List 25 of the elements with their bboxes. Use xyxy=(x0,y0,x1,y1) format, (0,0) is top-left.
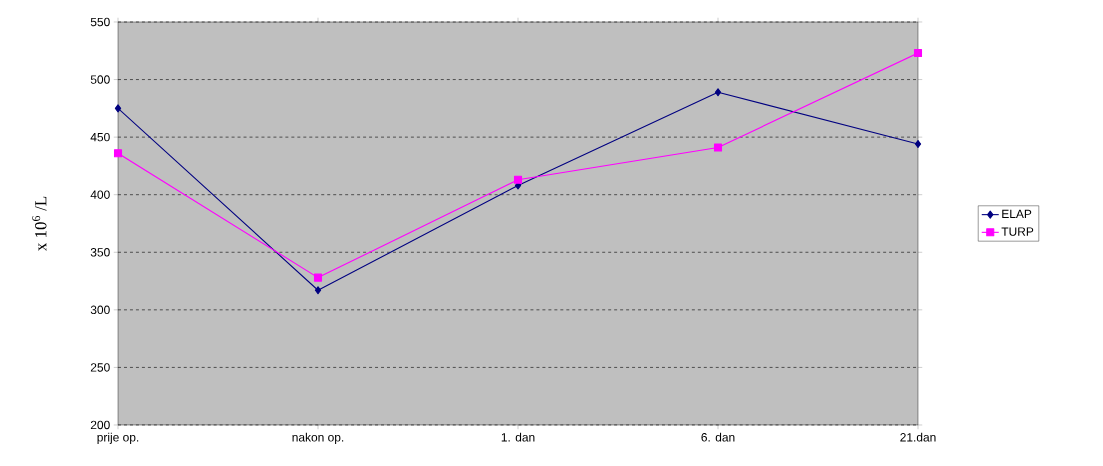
x-tick-label: 6. dan xyxy=(701,432,735,442)
point xyxy=(913,49,923,58)
point xyxy=(513,175,523,184)
y-tick-label: 200 xyxy=(90,420,110,430)
point xyxy=(914,140,922,149)
point xyxy=(714,88,722,97)
point xyxy=(113,149,123,158)
legend-label: TURP xyxy=(1001,227,1034,236)
x-tick-label: 21.dan xyxy=(900,432,936,442)
point xyxy=(314,286,322,295)
y-tick-label: 500 xyxy=(90,75,110,84)
y-tick-label: 550 xyxy=(90,17,110,27)
point xyxy=(313,273,323,282)
y-axis-title: x 10$^{6}$ /L xyxy=(32,196,47,251)
y-tick-label: 350 xyxy=(90,248,110,257)
point xyxy=(713,143,723,152)
legend-label: ELAP xyxy=(1002,209,1032,218)
x-tick-label: prije op. xyxy=(97,432,139,444)
x-tick-label: nakon op. xyxy=(292,432,344,444)
x-tick-label: 1. dan xyxy=(501,432,535,442)
y-tick-label: 300 xyxy=(90,305,110,315)
y-tick-label: 400 xyxy=(90,190,110,199)
y-tick-label: 450 xyxy=(90,132,110,142)
point xyxy=(114,104,122,113)
y-tick-label: 250 xyxy=(90,363,110,372)
